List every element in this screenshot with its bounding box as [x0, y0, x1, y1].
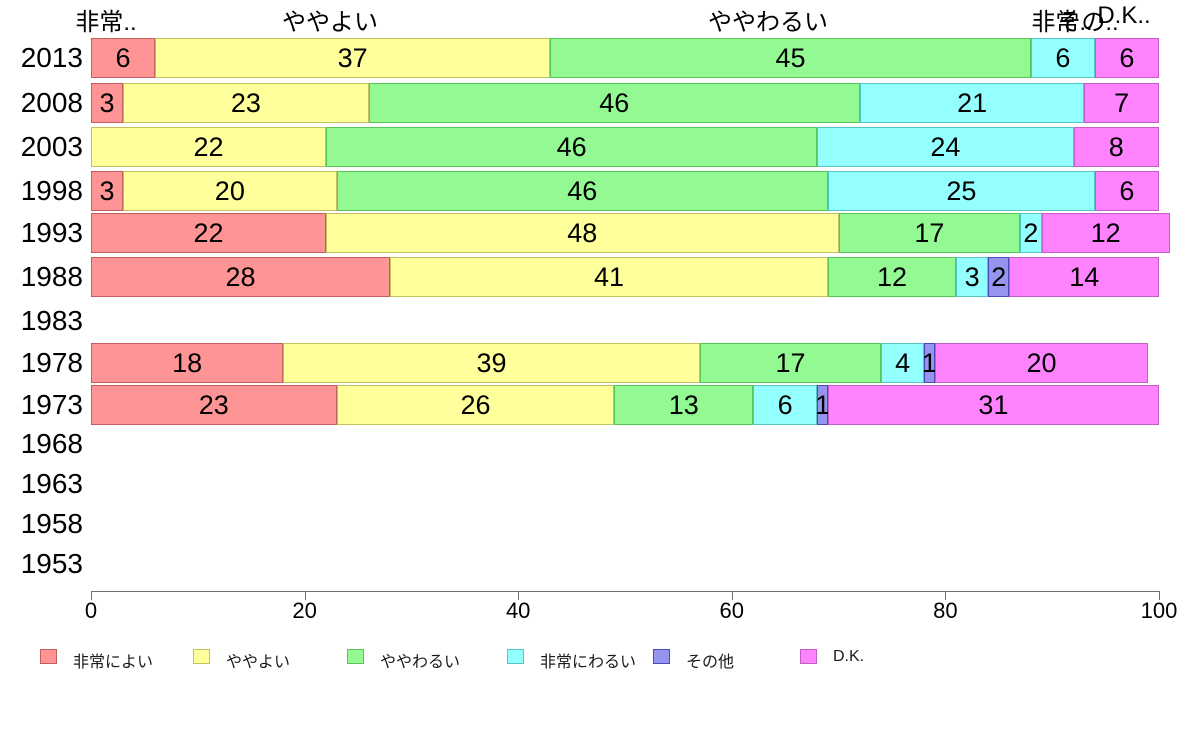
- bar-segment-2: 41: [390, 257, 828, 297]
- series-top-label: 非常..: [1031, 9, 1093, 36]
- year-label: 1993: [20, 217, 83, 248]
- bar-segment-1: 3: [91, 171, 124, 211]
- bar-segment-1: 22: [91, 213, 326, 253]
- year-label: 1988: [20, 261, 83, 292]
- series-top-label: ややよい: [282, 9, 378, 36]
- bar-segment-3: 17: [699, 343, 882, 383]
- series-top-label: その..: [1057, 9, 1119, 36]
- legend-label: その他: [686, 654, 735, 671]
- year-label: 1963: [20, 468, 83, 499]
- bar-segment-6: 14: [1009, 257, 1159, 297]
- legend-swatch: [347, 649, 364, 664]
- year-label: 1958: [20, 508, 83, 539]
- bar-segment-2: 22: [91, 127, 326, 167]
- bar-segment-5: 1: [815, 385, 830, 425]
- bar-segment-6: 6: [1094, 38, 1159, 78]
- bar-segment-1: 6: [91, 38, 156, 78]
- bar-segment-6: 12: [1041, 213, 1170, 253]
- bar-segment-2: 48: [325, 213, 839, 253]
- legend-swatch: [800, 649, 817, 664]
- bar-segment-4: 24: [817, 127, 1074, 167]
- bar-segment-2: 37: [155, 38, 551, 78]
- x-axis-tick: [91, 591, 92, 600]
- legend-swatch: [40, 649, 57, 664]
- bar-segment-4: 4: [881, 343, 925, 383]
- year-label: 1983: [20, 305, 83, 336]
- bar-segment-2: 26: [336, 385, 615, 425]
- year-label: 1968: [20, 428, 83, 459]
- bar-segment-4: 6: [753, 385, 818, 425]
- legend-label: ややわるい: [380, 654, 461, 671]
- year-label: 1973: [20, 389, 83, 420]
- bar-segment-5: 1: [922, 343, 937, 383]
- bar-segment-3: 46: [368, 83, 860, 123]
- bar-segment-6: 20: [934, 343, 1149, 383]
- bar-segment-4: 21: [859, 83, 1085, 123]
- x-axis-tick: [1159, 591, 1160, 600]
- legend-label: 非常にわるい: [540, 654, 637, 671]
- legend-swatch: [653, 649, 670, 664]
- bar-segment-1: 3: [91, 83, 124, 123]
- bar-segment-2: 23: [123, 83, 369, 123]
- bar-segment-2: 39: [283, 343, 700, 383]
- x-axis-tick: [518, 591, 520, 600]
- x-axis-line: [91, 591, 1159, 592]
- bar-segment-6: 31: [827, 385, 1159, 425]
- bar-segment-1: 23: [91, 385, 337, 425]
- bar-segment-6: 8: [1073, 127, 1159, 167]
- bar-segment-6: 7: [1084, 83, 1159, 123]
- series-top-label: 非常..: [75, 9, 137, 36]
- bar-segment-3: 12: [827, 257, 957, 297]
- legend-swatch: [193, 649, 210, 664]
- bar-segment-3: 17: [838, 213, 1021, 253]
- bar-segment-1: 28: [91, 257, 391, 297]
- legend-label: D.K.: [833, 648, 865, 665]
- series-top-label: D.K..: [1097, 2, 1151, 29]
- bar-segment-2: 20: [123, 171, 337, 211]
- bar-segment-3: 46: [336, 171, 828, 211]
- x-axis-tick: [304, 591, 306, 600]
- year-label: 1978: [20, 347, 83, 378]
- series-top-label: ややわるい: [708, 9, 828, 36]
- bar-segment-4: 25: [827, 171, 1095, 211]
- year-label: 2013: [20, 42, 83, 73]
- year-label: 1998: [20, 175, 83, 206]
- x-axis-tick-label: 100: [1140, 598, 1178, 623]
- x-axis-tick-label: 40: [505, 598, 531, 623]
- bar-segment-4: 2: [1020, 213, 1042, 253]
- bar-segment-1: 18: [91, 343, 284, 383]
- year-label: 2008: [20, 87, 83, 118]
- bar-segment-4: 6: [1030, 38, 1095, 78]
- year-label: 2003: [20, 131, 83, 162]
- bar-segment-6: 6: [1094, 171, 1159, 211]
- x-axis-tick-label: 20: [292, 598, 317, 623]
- bar-segment-3: 45: [550, 38, 1031, 78]
- year-label: 1953: [20, 548, 83, 579]
- bar-segment-4: 3: [956, 257, 989, 297]
- bar-segment-5: 2: [988, 257, 1010, 297]
- bar-segment-3: 13: [614, 385, 754, 425]
- x-axis-tick-label: 80: [933, 598, 958, 623]
- x-axis-tick: [945, 591, 947, 600]
- x-axis-tick-label: 0: [84, 598, 98, 623]
- legend-label: ややよい: [226, 654, 291, 671]
- bar-segment-3: 46: [325, 127, 818, 167]
- legend-swatch: [507, 649, 524, 664]
- x-axis-tick-label: 60: [719, 598, 745, 623]
- x-axis-tick: [731, 591, 733, 600]
- legend-label: 非常によい: [73, 654, 154, 671]
